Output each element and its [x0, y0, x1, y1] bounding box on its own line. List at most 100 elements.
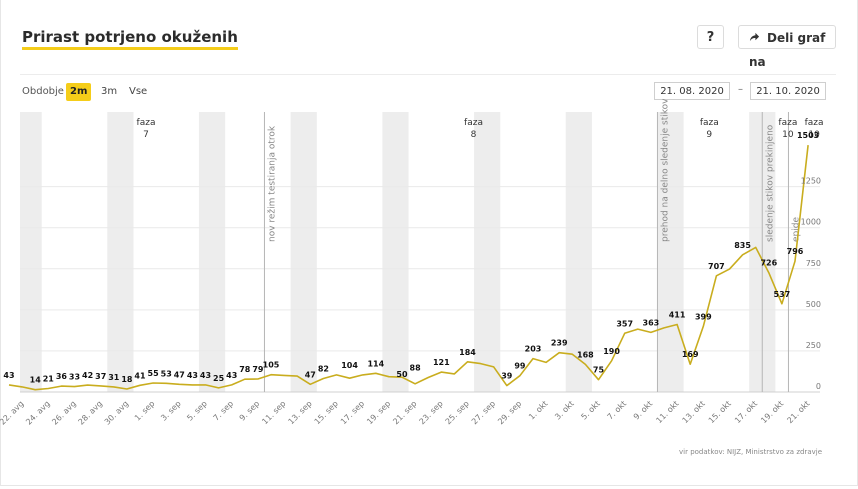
weekend-band	[107, 112, 134, 392]
weekend-band	[657, 112, 684, 392]
share-arrow-icon	[749, 32, 760, 42]
x-tick-label: 24. avg	[24, 399, 52, 427]
x-tick-label: 15. sep	[313, 399, 340, 426]
event-label: nov režim testiranja otrok	[267, 125, 277, 242]
x-tick-label: 9. sep	[238, 399, 262, 423]
data-label: 105	[263, 361, 280, 370]
phase-name: faza	[700, 118, 719, 128]
x-tick-label: 9. okt	[632, 399, 655, 422]
x-tick-label: 17. okt	[733, 399, 759, 425]
data-label: 363	[643, 318, 660, 327]
x-tick-label: 5. sep	[185, 399, 209, 423]
data-label: 99	[514, 362, 526, 371]
x-tick-label: 15. okt	[707, 399, 733, 425]
data-label: 411	[669, 310, 686, 319]
x-tick-label: 26. avg	[50, 399, 78, 427]
phase-number: 10	[808, 130, 820, 140]
x-tick-label: 21. okt	[785, 399, 811, 425]
data-label: 357	[616, 319, 633, 328]
date-from-input[interactable]: 21. 08. 2020	[654, 82, 730, 100]
data-label: 33	[69, 373, 80, 382]
x-tick-label: 23. sep	[418, 399, 445, 426]
data-label: 121	[433, 358, 450, 367]
weekend-band	[382, 112, 409, 392]
weekend-band	[290, 112, 317, 392]
date-range-dash: –	[738, 84, 743, 95]
chart-title: Prirast potrjeno okuženih	[22, 28, 238, 50]
data-source-note: vir podatkov: NIJZ, Ministrstvo za zdrav…	[679, 448, 822, 456]
series-line	[8, 145, 809, 391]
data-label: 43	[200, 371, 211, 380]
x-tick-label: 7. okt	[606, 399, 629, 422]
x-tick-label: 19. okt	[759, 399, 785, 425]
header-divider	[20, 74, 836, 75]
data-label: 42	[82, 371, 93, 380]
data-label: 55	[148, 369, 160, 378]
data-label: 47	[305, 370, 316, 379]
x-tick-label: 30. avg	[103, 399, 131, 427]
event-label: prehod na delno sledenje stikov	[660, 98, 670, 242]
data-label: 53	[161, 369, 172, 378]
data-label: 707	[708, 262, 725, 271]
phase-number: 9	[706, 130, 712, 140]
period-2m-button[interactable]: 2m	[66, 83, 92, 101]
y-tick-label: 0	[816, 382, 821, 391]
data-label: 796	[787, 247, 804, 256]
weekend-band	[198, 112, 226, 392]
phase-name: faza	[778, 118, 797, 128]
share-button[interactable]: Deli graf na	[738, 25, 836, 69]
period-all-button[interactable]: Vse	[129, 86, 148, 97]
data-label: 78	[239, 365, 251, 374]
date-to-input[interactable]: 21. 10. 2020	[750, 82, 826, 100]
x-tick-label: 19. sep	[365, 399, 392, 426]
data-label: 43	[187, 371, 198, 380]
y-tick-label: 250	[806, 341, 821, 350]
weekend-band	[20, 112, 42, 392]
data-label: 41	[134, 371, 146, 380]
weekend-band	[565, 112, 592, 392]
data-label: 835	[734, 241, 751, 250]
data-label: 169	[682, 350, 699, 359]
event-label: sledenje stikov prekinjeno	[765, 124, 775, 242]
data-label: 18	[121, 375, 133, 384]
x-tick-label: 13. okt	[681, 399, 707, 425]
x-tick-label: 1. okt	[527, 399, 550, 422]
data-label: 726	[760, 259, 777, 268]
x-tick-label: 7. sep	[212, 399, 236, 423]
data-label: 88	[410, 364, 422, 373]
y-tick-label: 1000	[801, 218, 821, 227]
x-tick-label: 11. okt	[654, 399, 680, 425]
x-tick-label: 11. sep	[260, 399, 287, 426]
phase-name: faza	[805, 118, 824, 128]
weekend-band	[474, 112, 501, 392]
data-label: 25	[213, 374, 225, 383]
data-label: 168	[577, 350, 594, 359]
x-tick-label: 5. okt	[579, 399, 602, 422]
help-button[interactable]: ?	[697, 25, 724, 49]
period-3m-button[interactable]: 3m	[101, 86, 118, 97]
data-label: 14	[30, 376, 42, 385]
data-label: 399	[695, 312, 712, 321]
y-tick-label: 1250	[801, 177, 821, 186]
data-label: 82	[318, 365, 329, 374]
period-label: Obdobje	[22, 86, 64, 97]
x-tick-label: 25. sep	[444, 399, 471, 426]
data-label: 37	[95, 372, 106, 381]
phase-name: faza	[137, 118, 156, 128]
x-tick-label: 22. avg	[0, 399, 26, 427]
data-label: 43	[226, 371, 237, 380]
phase-name: faza	[464, 118, 483, 128]
data-label: 190	[603, 347, 620, 356]
share-button-label: Deli graf na	[749, 31, 826, 69]
x-tick-label: 17. sep	[339, 399, 366, 426]
data-label: 114	[367, 359, 384, 368]
x-tick-label: 3. okt	[553, 399, 576, 422]
data-label: 47	[174, 370, 185, 379]
data-label: 239	[551, 339, 568, 348]
data-label: 31	[108, 373, 120, 382]
x-tick-label: 28. avg	[77, 399, 105, 427]
phase-number: 8	[471, 130, 477, 140]
data-label: 79	[252, 365, 264, 374]
y-tick-label: 750	[806, 259, 821, 268]
phase-number: 7	[143, 130, 149, 140]
